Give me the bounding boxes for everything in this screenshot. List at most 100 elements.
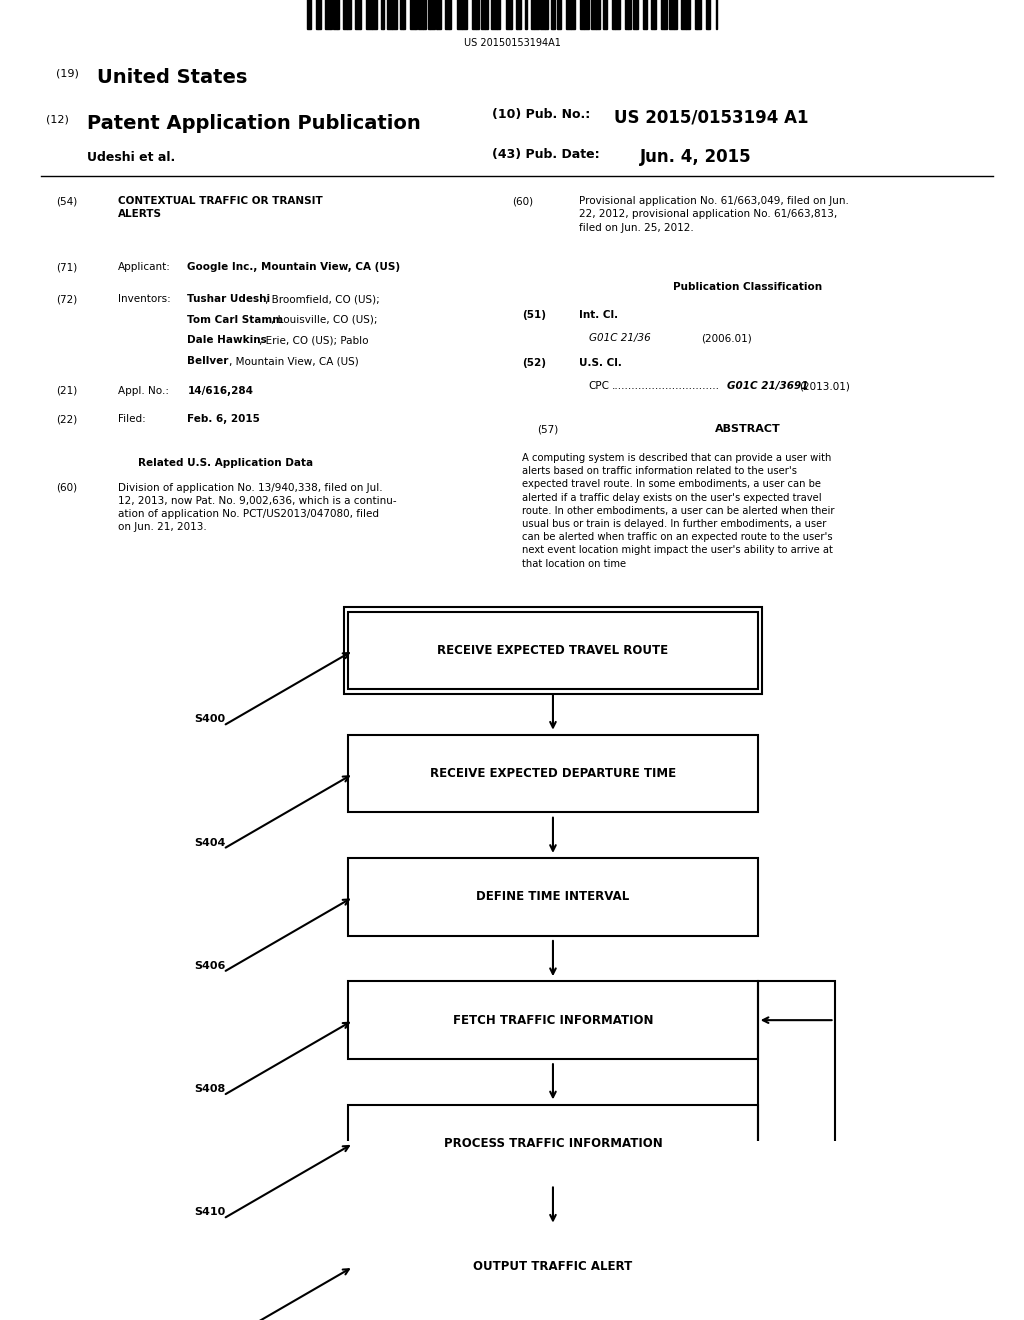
Bar [344, 607, 762, 694]
Bar [531, 0, 534, 29]
Text: (52): (52) [522, 358, 546, 368]
Bar [633, 0, 636, 29]
Bar [387, 0, 392, 29]
Text: Applicant:: Applicant: [118, 263, 171, 272]
Text: Bellver: Bellver [187, 356, 228, 366]
Bar [355, 0, 360, 29]
Bar [492, 0, 497, 29]
Bar [416, 0, 417, 29]
Bar [333, 0, 337, 29]
Bar [628, 0, 631, 29]
Bar [360, 0, 361, 29]
Bar [653, 0, 656, 29]
Text: FETCH TRAFFIC INFORMATION: FETCH TRAFFIC INFORMATION [453, 1014, 653, 1027]
Text: (72): (72) [56, 294, 78, 305]
Text: U.S. Cl.: U.S. Cl. [579, 358, 622, 368]
Bar [485, 0, 487, 29]
Bar [429, 0, 435, 29]
Bar [481, 0, 485, 29]
Bar [348, 858, 758, 936]
Text: , Broomfield, CO (US);: , Broomfield, CO (US); [264, 294, 379, 305]
Bar [557, 0, 558, 29]
Bar [553, 0, 555, 29]
Bar [462, 0, 467, 29]
Text: (2006.01): (2006.01) [701, 333, 753, 343]
Bar [457, 0, 462, 29]
Bar [534, 0, 539, 29]
Bar [662, 0, 664, 29]
Bar [307, 0, 311, 29]
Text: , Louisville, CO (US);: , Louisville, CO (US); [270, 315, 377, 325]
Bar [348, 1105, 758, 1183]
Text: Inventors:: Inventors: [118, 294, 171, 305]
Text: S400: S400 [195, 714, 225, 725]
Bar [331, 0, 332, 29]
Text: S404: S404 [195, 838, 226, 847]
Bar [516, 0, 517, 29]
Text: Provisional application No. 61/663,049, filed on Jun.
22, 2012, provisional appl: Provisional application No. 61/663,049, … [579, 197, 849, 232]
Text: S408: S408 [195, 1084, 226, 1094]
Text: OUTPUT TRAFFIC ALERT: OUTPUT TRAFFIC ALERT [473, 1261, 633, 1272]
Bar [697, 0, 701, 29]
Text: (10) Pub. No.:: (10) Pub. No.: [492, 108, 590, 121]
Bar [669, 0, 674, 29]
Text: (54): (54) [56, 197, 78, 206]
Text: , Mountain View, CA (US): , Mountain View, CA (US) [229, 356, 358, 366]
Bar [418, 0, 423, 29]
Bar [402, 0, 406, 29]
Bar [591, 0, 596, 29]
Bar [646, 0, 647, 29]
Bar [566, 0, 571, 29]
Bar [326, 0, 331, 29]
Bar [636, 0, 638, 29]
Bar [317, 0, 322, 29]
Bar [716, 0, 717, 29]
Text: S406: S406 [195, 961, 226, 970]
Text: (43) Pub. Date:: (43) Pub. Date: [492, 148, 599, 161]
Text: ABSTRACT: ABSTRACT [715, 425, 780, 434]
Bar [615, 0, 621, 29]
Bar [381, 0, 383, 29]
Text: (51): (51) [522, 310, 546, 321]
Bar [400, 0, 402, 29]
Text: (12): (12) [46, 114, 69, 124]
Text: ................................: ................................ [612, 381, 720, 391]
Bar [348, 981, 758, 1059]
Text: (21): (21) [56, 385, 78, 396]
Bar [626, 0, 628, 29]
Text: 14/616,284: 14/616,284 [187, 385, 253, 396]
Bar [392, 0, 397, 29]
Text: US 20150153194A1: US 20150153194A1 [464, 38, 560, 48]
Text: Division of application No. 13/940,338, filed on Jul.
12, 2013, now Pat. No. 9,0: Division of application No. 13/940,338, … [118, 483, 396, 532]
Bar [343, 0, 347, 29]
Bar [707, 0, 708, 29]
Bar [511, 0, 512, 29]
Text: Tushar Udeshi: Tushar Udeshi [187, 294, 270, 305]
Bar [606, 0, 607, 29]
Bar [497, 0, 501, 29]
Text: Tom Carl Stamm: Tom Carl Stamm [187, 315, 284, 325]
Text: (2013.01): (2013.01) [799, 381, 850, 391]
Bar [526, 0, 527, 29]
Text: Appl. No.:: Appl. No.: [118, 385, 169, 396]
Text: G01C 21/3691: G01C 21/3691 [727, 381, 809, 391]
Bar [558, 0, 561, 29]
Text: CPC: CPC [589, 381, 610, 391]
Text: Google Inc., Mountain View, CA (US): Google Inc., Mountain View, CA (US) [187, 263, 400, 272]
Text: Udeshi et al.: Udeshi et al. [87, 150, 175, 164]
Bar [337, 0, 339, 29]
Bar [348, 735, 758, 813]
Text: Dale Hawkins: Dale Hawkins [187, 335, 267, 346]
Bar [348, 1228, 758, 1305]
Text: Feb. 6, 2015: Feb. 6, 2015 [187, 414, 260, 424]
Bar [347, 0, 351, 29]
Bar [651, 0, 653, 29]
Bar [445, 0, 449, 29]
Bar [612, 0, 615, 29]
Text: (57): (57) [538, 425, 559, 434]
Bar [383, 0, 384, 29]
Text: (22): (22) [56, 414, 78, 424]
Text: Filed:: Filed: [118, 414, 145, 424]
Bar [596, 0, 600, 29]
Bar [348, 611, 758, 689]
